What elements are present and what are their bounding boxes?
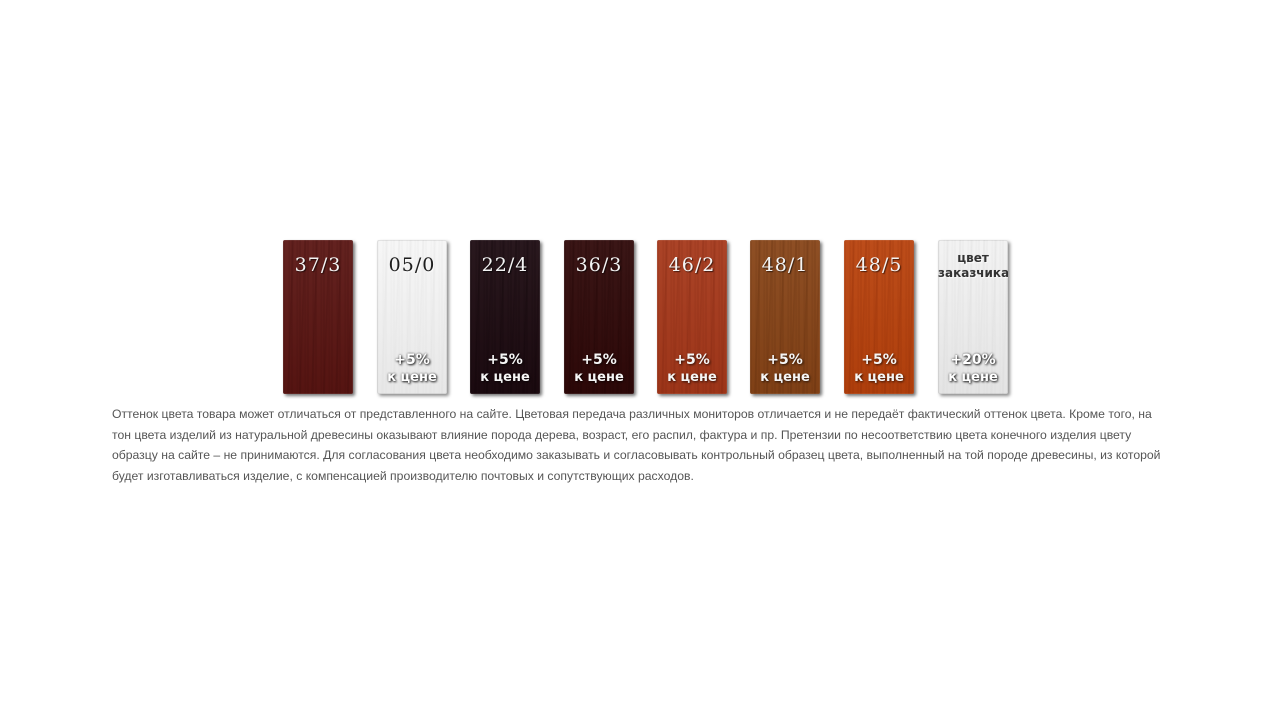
swatch-code: цвет заказчика: [938, 251, 1008, 280]
swatch-36-3[interactable]: 36/3 +5% к цене: [564, 240, 634, 394]
swatch-code: 48/1: [761, 254, 809, 276]
swatch-code: 46/2: [668, 254, 716, 276]
swatch-price-percent: +20%: [950, 352, 996, 368]
swatch-code: 05/0: [388, 254, 436, 276]
swatch-code: 22/4: [481, 254, 529, 276]
swatch-price-label: к цене: [948, 370, 998, 385]
swatch-price: +5% к цене: [470, 352, 540, 386]
swatch-price-percent: +5%: [674, 352, 710, 368]
swatch-48-5[interactable]: 48/5 +5% к цене: [844, 240, 914, 394]
swatch-price: +5% к цене: [564, 352, 634, 386]
swatch-price-label: к цене: [387, 370, 437, 385]
swatch-price: +5% к цене: [844, 352, 914, 386]
swatch-22-4[interactable]: 22/4 +5% к цене: [470, 240, 540, 394]
swatch-46-2[interactable]: 46/2 +5% к цене: [657, 240, 727, 394]
swatch-05-0[interactable]: 05/0 +5% к цене: [377, 240, 447, 394]
swatch-48-1[interactable]: 48/1 +5% к цене: [750, 240, 820, 394]
swatch-price-label: к цене: [574, 370, 624, 385]
swatch-price-label: к цене: [760, 370, 810, 385]
swatch-code: 36/3: [575, 254, 623, 276]
swatch-price-label: к цене: [854, 370, 904, 385]
color-disclaimer-text: Оттенок цвета товара может отличаться от…: [112, 407, 1161, 483]
swatch-price-percent: +5%: [581, 352, 617, 368]
swatch-code: 37/3: [294, 254, 342, 276]
swatch-price-percent: +5%: [487, 352, 523, 368]
swatch-price-label: к цене: [480, 370, 530, 385]
swatch-37-3[interactable]: 37/3: [283, 240, 353, 394]
swatch-custom-color[interactable]: цвет заказчика +20% к цене: [938, 240, 1008, 394]
swatch-price-percent: +5%: [767, 352, 803, 368]
swatch-price: +5% к цене: [657, 352, 727, 386]
swatch-price: +5% к цене: [750, 352, 820, 386]
swatch-price-percent: +5%: [394, 352, 430, 368]
swatch-price: +20% к цене: [938, 352, 1008, 386]
swatch-price-percent: +5%: [861, 352, 897, 368]
swatch-price: +5% к цене: [377, 352, 447, 386]
color-swatch-palette: 37/3 05/0 +5% к цене 22/4 +5% к цене 36/…: [283, 240, 1011, 396]
swatch-code: 48/5: [855, 254, 903, 276]
swatch-price-label: к цене: [667, 370, 717, 385]
